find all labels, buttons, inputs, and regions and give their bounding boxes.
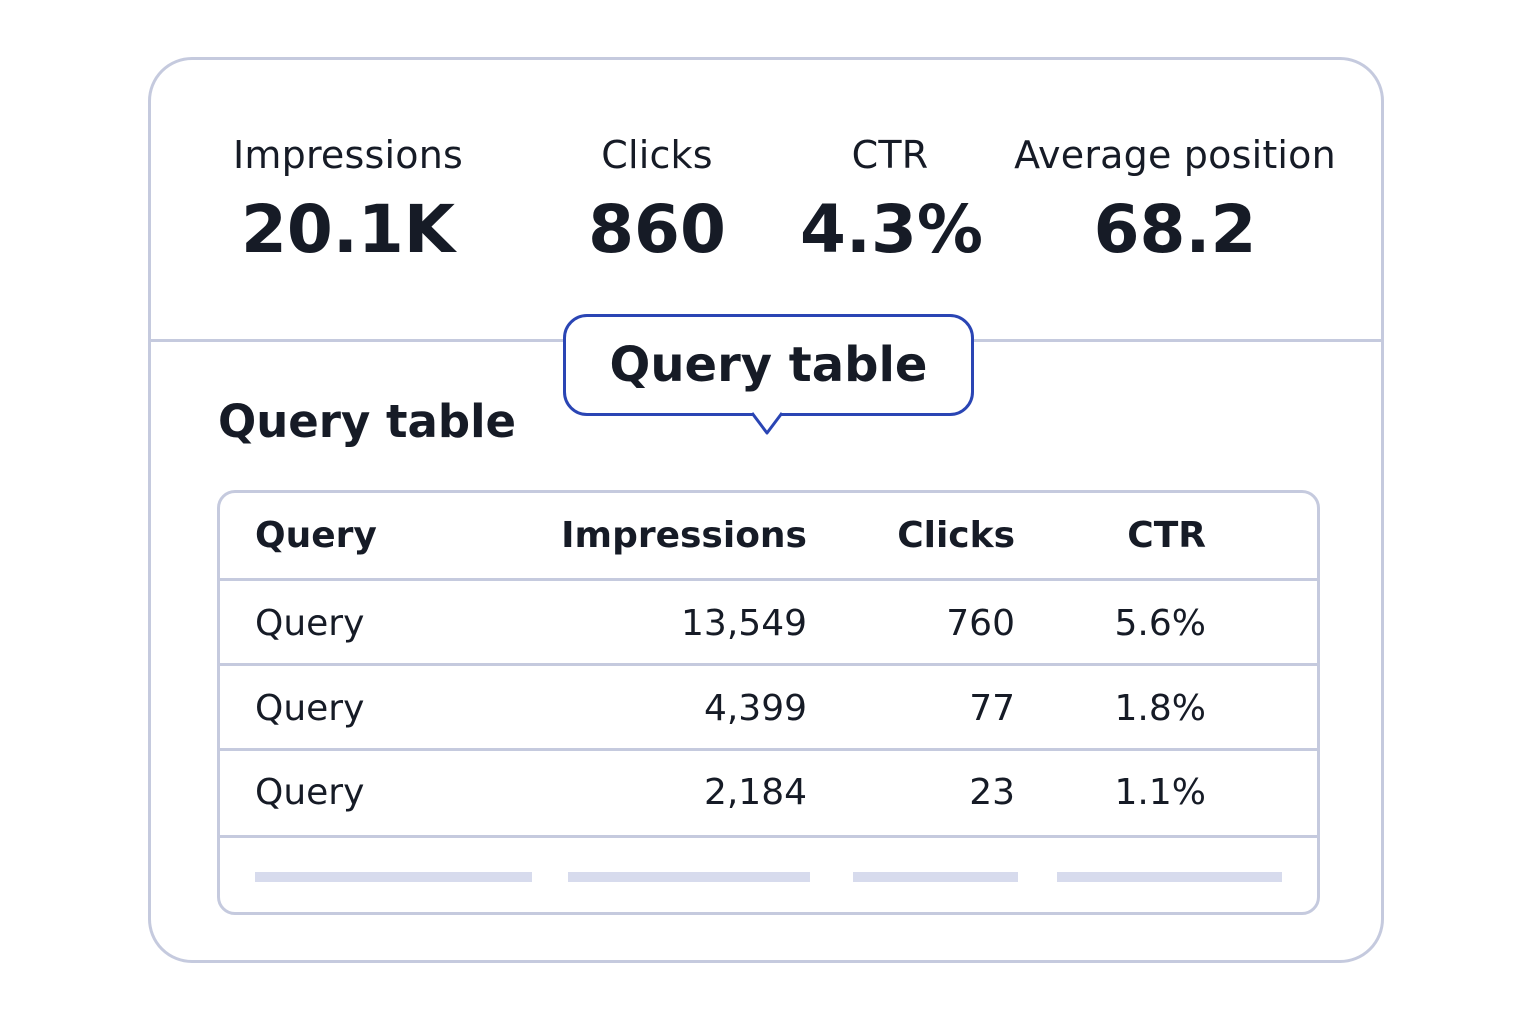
metric-ctr: CTR 4.3% [800, 130, 984, 272]
cell-ctr: 5.6% [1114, 603, 1206, 644]
cell-clicks: 23 [969, 772, 1015, 813]
tooltip-tail-icon [752, 412, 782, 435]
column-header-impressions[interactable]: Impressions [561, 515, 807, 556]
cell-query: Query [255, 603, 365, 644]
query-table: Query Impressions Clicks CTR Query 13,54… [217, 490, 1320, 915]
metric-average-position: Average position 68.2 [1010, 130, 1340, 272]
metric-label: CTR [851, 133, 929, 177]
cell-clicks: 77 [969, 688, 1015, 729]
metric-clicks: Clicks 860 [587, 130, 727, 272]
column-header-ctr[interactable]: CTR [1127, 515, 1206, 556]
table-row[interactable]: Query 4,399 77 1.8% [220, 666, 1317, 752]
cell-ctr: 1.1% [1114, 772, 1206, 813]
tooltip-callout: Query table [563, 314, 974, 416]
metric-value: 20.1K [241, 191, 455, 268]
column-header-clicks[interactable]: Clicks [897, 515, 1015, 556]
table-row[interactable]: Query 13,549 760 5.6% [220, 581, 1317, 667]
skeleton-placeholder-query [255, 872, 532, 882]
cell-clicks: 760 [946, 603, 1015, 644]
metric-label: Clicks [601, 133, 713, 177]
cell-impressions: 4,399 [703, 688, 807, 729]
table-header-row: Query Impressions Clicks CTR [220, 493, 1317, 579]
row-divider [220, 663, 1317, 666]
row-divider [220, 835, 1317, 838]
row-divider [220, 578, 1317, 581]
metric-value: 860 [588, 191, 726, 268]
metric-value: 4.3% [800, 191, 984, 268]
metric-impressions: Impressions 20.1K [232, 130, 464, 272]
table-row[interactable]: Query 2,184 23 1.1% [220, 750, 1317, 836]
cell-impressions: 2,184 [703, 772, 807, 813]
skeleton-placeholder-clicks [853, 872, 1018, 882]
cell-query: Query [255, 688, 365, 729]
metric-value: 68.2 [1093, 191, 1257, 268]
cell-impressions: 13,549 [681, 603, 807, 644]
cell-ctr: 1.8% [1114, 688, 1206, 729]
column-header-query[interactable]: Query [255, 515, 377, 556]
metric-label: Impressions [233, 133, 463, 177]
cell-query: Query [255, 772, 365, 813]
metric-label: Average position [1014, 133, 1336, 177]
section-title: Query table [218, 395, 517, 448]
skeleton-placeholder-ctr [1057, 872, 1282, 882]
row-divider [220, 748, 1317, 751]
skeleton-placeholder-impressions [568, 872, 810, 882]
